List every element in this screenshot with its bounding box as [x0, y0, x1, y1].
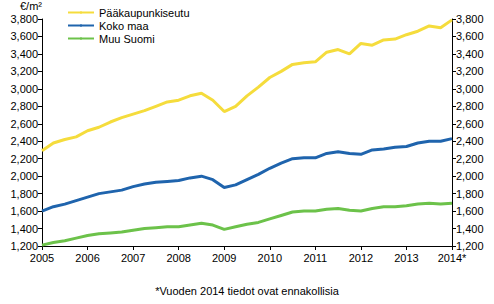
svg-text:3,800: 3,800	[456, 13, 484, 25]
svg-text:Pääkaupunkiseutu: Pääkaupunkiseutu	[99, 7, 190, 19]
svg-text:2,000: 2,000	[456, 170, 484, 182]
svg-text:3,000: 3,000	[10, 83, 38, 95]
svg-text:3,800: 3,800	[10, 13, 38, 25]
svg-text:2008: 2008	[166, 252, 190, 264]
svg-text:2,200: 2,200	[10, 153, 38, 165]
svg-text:1,400: 1,400	[456, 223, 484, 235]
svg-text:*Vuoden 2014 tiedot ovat ennak: *Vuoden 2014 tiedot ovat ennakollisia	[155, 285, 340, 297]
svg-text:3,400: 3,400	[10, 48, 38, 60]
svg-text:3,600: 3,600	[456, 30, 484, 42]
svg-text:3,200: 3,200	[10, 65, 38, 77]
svg-text:€/m²: €/m²	[20, 0, 42, 12]
svg-text:2013: 2013	[394, 252, 418, 264]
svg-text:1,200: 1,200	[10, 240, 38, 252]
svg-text:3,000: 3,000	[456, 83, 484, 95]
svg-text:3,200: 3,200	[456, 65, 484, 77]
svg-text:3,600: 3,600	[10, 30, 38, 42]
svg-text:2006: 2006	[75, 252, 99, 264]
svg-text:2,600: 2,600	[456, 118, 484, 130]
svg-text:1,600: 1,600	[456, 205, 484, 217]
svg-text:2,400: 2,400	[456, 135, 484, 147]
svg-text:2007: 2007	[121, 252, 145, 264]
svg-text:2010: 2010	[258, 252, 282, 264]
svg-text:2,800: 2,800	[456, 100, 484, 112]
svg-text:2005: 2005	[30, 252, 54, 264]
svg-text:1,800: 1,800	[10, 188, 38, 200]
svg-text:1,200: 1,200	[456, 240, 484, 252]
svg-text:2,400: 2,400	[10, 135, 38, 147]
svg-text:1,400: 1,400	[10, 223, 38, 235]
svg-text:2,200: 2,200	[456, 153, 484, 165]
svg-text:2,600: 2,600	[10, 118, 38, 130]
svg-text:2,800: 2,800	[10, 100, 38, 112]
svg-text:Muu Suomi: Muu Suomi	[99, 33, 155, 45]
svg-text:2,000: 2,000	[10, 170, 38, 182]
svg-text:1,800: 1,800	[456, 188, 484, 200]
svg-text:2014*: 2014*	[438, 252, 467, 264]
svg-text:1,600: 1,600	[10, 205, 38, 217]
svg-text:2012: 2012	[349, 252, 373, 264]
svg-text:2011: 2011	[304, 252, 328, 264]
svg-text:3,400: 3,400	[456, 48, 484, 60]
svg-text:Koko maa: Koko maa	[99, 20, 149, 32]
svg-text:2009: 2009	[212, 252, 236, 264]
